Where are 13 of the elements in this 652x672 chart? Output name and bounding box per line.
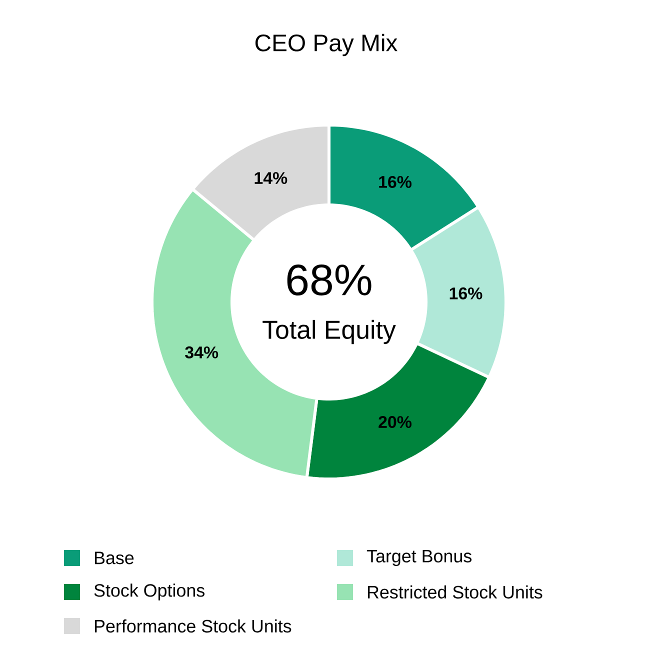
data-label: 20%: [378, 416, 412, 428]
chart-title: CEO Pay Mix: [255, 34, 398, 56]
data-label: 16%: [379, 176, 412, 188]
legend-label: Stock Options: [94, 584, 204, 600]
legend-label: Performance Stock Units: [94, 619, 292, 633]
text: Total Equity: [262, 320, 396, 344]
data-label: 34%: [185, 346, 218, 358]
data-label: 14%: [254, 172, 288, 184]
data-label: 16%: [450, 287, 482, 300]
text: 68%: [287, 264, 372, 296]
legend-label: Base: [94, 552, 134, 564]
legend-label: Restricted Stock Units: [368, 585, 542, 599]
legend-label: Target Bonus: [366, 550, 472, 566]
